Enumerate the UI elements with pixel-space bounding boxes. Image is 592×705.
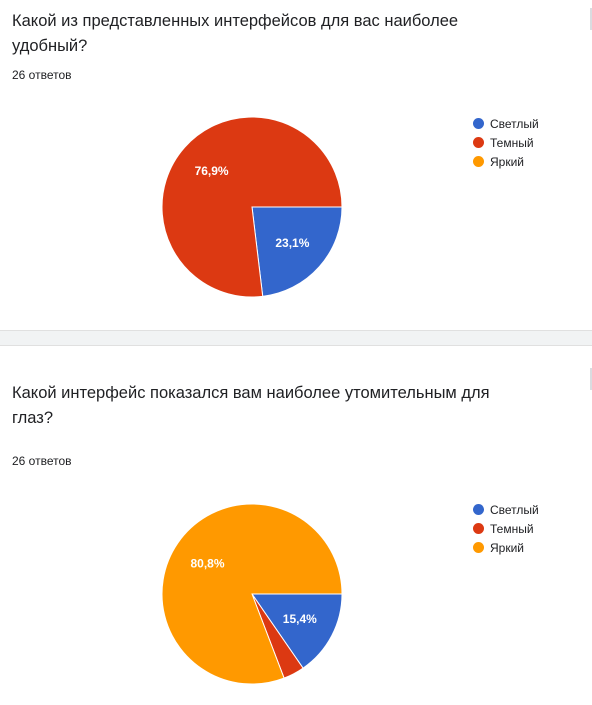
legend-label: Яркий [490, 154, 524, 169]
chart-legend: Светлый Темный Яркий [473, 114, 539, 171]
slice-data-label: 80,8% [191, 556, 225, 570]
pie-slice[interactable] [251, 593, 343, 669]
question-card-2: Какой интерфейс показался вам наиболее у… [0, 346, 592, 705]
slice-data-label: 15,4% [283, 612, 317, 626]
legend-item-light[interactable]: Светлый [473, 500, 539, 519]
legend-label: Темный [490, 135, 534, 150]
legend-marker [473, 523, 484, 534]
legend-marker [473, 137, 484, 148]
pie-chart: 23,1% 76,9% [161, 116, 343, 298]
pie-slice[interactable] [251, 206, 343, 297]
legend-marker [473, 504, 484, 515]
legend-label: Темный [490, 521, 534, 536]
slice-data-label: 76,9% [195, 164, 229, 178]
legend-item-light[interactable]: Светлый [473, 114, 539, 133]
response-count: 26 ответов [12, 68, 72, 82]
pie-chart: 15,4% 80,8% [161, 503, 343, 685]
card-separator [0, 330, 592, 346]
chart-legend: Светлый Темный Яркий [473, 500, 539, 557]
legend-item-bright[interactable]: Яркий [473, 152, 539, 171]
pie-slice[interactable] [161, 503, 343, 685]
legend-marker [473, 156, 484, 167]
question-card-1: Какой из представленных интерфейсов для … [0, 0, 592, 330]
legend-item-dark[interactable]: Темный [473, 133, 539, 152]
legend-item-bright[interactable]: Яркий [473, 538, 539, 557]
slice-data-label: 23,1% [275, 236, 309, 250]
legend-label: Яркий [490, 540, 524, 555]
pie-slice[interactable] [161, 116, 343, 298]
question-title: Какой из представленных интерфейсов для … [12, 12, 459, 55]
legend-label: Светлый [490, 502, 539, 517]
card-edge-mark [590, 8, 592, 30]
legend-marker [473, 118, 484, 129]
legend-label: Светлый [490, 116, 539, 131]
card-edge-mark [590, 368, 592, 390]
response-count: 26 ответов [12, 454, 72, 468]
question-title: Какой интерфейс показался вам наиболее у… [12, 384, 490, 427]
legend-item-dark[interactable]: Темный [473, 519, 539, 538]
legend-marker [473, 542, 484, 553]
